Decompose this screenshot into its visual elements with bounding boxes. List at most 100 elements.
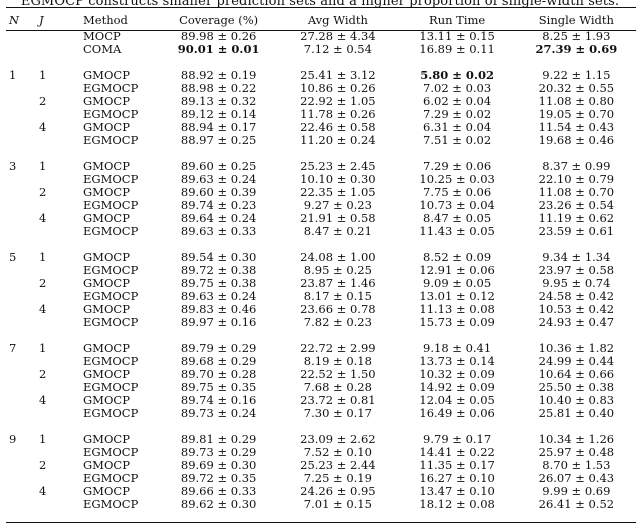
- cell-single-width: 26.07 ± 0.43: [538, 471, 615, 485]
- cell-coverage: 89.66 ± 0.33: [180, 484, 257, 498]
- cell-avg-width: 22.46 ± 0.58: [300, 120, 376, 134]
- cell-j: [37, 225, 83, 238]
- cell-n: [6, 225, 37, 238]
- cell-single-width: 11.08 ± 0.80: [538, 94, 615, 108]
- cell-run-time: 13.73 ± 0.14: [419, 354, 495, 368]
- cell-avg-width: 25.23 ± 2.44: [300, 458, 376, 472]
- cell-coverage: 89.64 ± 0.24: [180, 211, 257, 225]
- table-row: EGMOCP 89.63 ± 0.24 10.10 ± 0.30 10.25 ± 0.…: [6, 173, 636, 186]
- cell-n: [6, 121, 37, 134]
- cell-avg-width: 22.72 ± 2.99: [300, 341, 376, 355]
- cell-single-width: 25.50 ± 0.38: [538, 380, 615, 394]
- cell-run-time: 13.47 ± 0.10: [419, 484, 495, 498]
- cell-single-width: 10.64 ± 0.66: [538, 367, 615, 381]
- cell-method: GMOCP: [83, 393, 130, 407]
- cell-run-time: 16.27 ± 0.10: [419, 471, 495, 485]
- cell-run-time: 10.25 ± 0.03: [419, 172, 495, 186]
- cell-avg-width: 27.28 ± 4.34: [300, 29, 376, 43]
- cell-single-width: 22.10 ± 0.79: [538, 172, 615, 186]
- cell-j: [37, 43, 83, 56]
- cell-run-time: 10.73 ± 0.04: [419, 198, 495, 212]
- cell-avg-width: 9.27 ± 0.23: [303, 198, 372, 212]
- cell-n: [6, 498, 37, 511]
- cell-method: GMOCP: [83, 185, 130, 199]
- cell-n: 5: [9, 250, 17, 264]
- cell-single-width: 19.05 ± 0.70: [538, 107, 615, 121]
- cell-method: GMOCP: [83, 276, 130, 290]
- cell-coverage: 89.75 ± 0.35: [180, 380, 257, 394]
- cell-n: [6, 459, 37, 472]
- cell-single-width: 24.99 ± 0.44: [538, 354, 615, 368]
- cell-single-width: 10.53 ± 0.42: [538, 302, 615, 316]
- table-row: EGMOCP 89.72 ± 0.38 8.95 ± 0.25 12.91 ± 0.0…: [6, 264, 636, 277]
- table-row: EGMOCP 89.72 ± 0.35 7.25 ± 0.19 16.27 ± 0.1…: [6, 472, 636, 485]
- cell-avg-width: 7.12 ± 0.54: [303, 42, 372, 56]
- cell-coverage: 89.98 ± 0.26: [180, 29, 257, 43]
- table-row: EGMOCP 89.74 ± 0.23 9.27 ± 0.23 10.73 ± 0.0…: [6, 199, 636, 212]
- cell-coverage: 89.60 ± 0.25: [180, 159, 257, 173]
- cell-coverage: 89.69 ± 0.30: [180, 458, 257, 472]
- cell-method: GMOCP: [83, 484, 130, 498]
- cell-avg-width: 24.08 ± 1.00: [300, 250, 376, 264]
- cell-coverage: 89.74 ± 0.23: [180, 198, 257, 212]
- cell-method: EGMOCP: [83, 198, 139, 212]
- cell-avg-width: 10.86 ± 0.26: [300, 81, 376, 95]
- cell-coverage: 89.13 ± 0.32: [180, 94, 257, 108]
- cell-j: [37, 407, 83, 420]
- cell-single-width: 9.95 ± 0.74: [542, 276, 611, 290]
- table-row: 2 GMOCP 89.69 ± 0.30 25.23 ± 2.44 11.35 ± 0.…: [6, 459, 636, 472]
- table-row: COMA 90.01 ± 0.01 7.12 ± 0.54 16.89 ± 0.11 2…: [6, 43, 636, 56]
- cell-method: EGMOCP: [83, 354, 139, 368]
- cell-single-width: 8.70 ± 1.53: [542, 458, 611, 472]
- cell-j: 2: [39, 367, 47, 381]
- cell-n: [6, 394, 37, 407]
- cell-run-time: 6.31 ± 0.04: [423, 120, 492, 134]
- header-single-width: Single Width: [538, 12, 614, 27]
- table-row: EGMOCP 89.63 ± 0.24 8.17 ± 0.15 13.01 ± 0.1…: [6, 290, 636, 303]
- cell-n: [6, 446, 37, 459]
- cell-avg-width: 7.68 ± 0.28: [303, 380, 372, 394]
- cell-coverage: 89.54 ± 0.30: [180, 250, 257, 264]
- cell-n: [6, 108, 37, 121]
- table-body: MOCP 89.98 ± 0.26 27.28 ± 4.34 13.11 ± 0.15…: [6, 30, 636, 511]
- cell-coverage: 88.97 ± 0.25: [180, 133, 257, 147]
- cell-coverage: 89.97 ± 0.16: [180, 315, 257, 329]
- cell-method: EGMOCP: [83, 471, 139, 485]
- cell-n: [6, 277, 37, 290]
- cell-run-time: 13.01 ± 0.12: [419, 289, 495, 303]
- top-rule: [6, 7, 636, 8]
- cell-n: [6, 173, 37, 186]
- table-row: 4 GMOCP 89.64 ± 0.24 21.91 ± 0.58 8.47 ± 0.0…: [6, 212, 636, 225]
- cell-method: EGMOCP: [83, 81, 139, 95]
- cell-single-width: 8.25 ± 1.93: [542, 29, 611, 43]
- cell-n: 3: [9, 159, 17, 173]
- cell-avg-width: 22.35 ± 1.05: [300, 185, 376, 199]
- header-method: Method: [83, 12, 128, 27]
- cell-n: [6, 472, 37, 485]
- cell-method: EGMOCP: [83, 497, 139, 511]
- cell-j: 2: [39, 458, 47, 472]
- cell-single-width: 9.34 ± 1.34: [542, 250, 611, 264]
- cell-n: [6, 264, 37, 277]
- cell-n: [6, 199, 37, 212]
- cell-n: [6, 186, 37, 199]
- cell-method: GMOCP: [83, 302, 130, 316]
- cell-coverage: 89.81 ± 0.29: [180, 432, 257, 446]
- cell-method: MOCP: [83, 29, 121, 43]
- cell-j: 2: [39, 276, 47, 290]
- table-caption: EGMOCP constructs smaller prediction set…: [20, 0, 620, 9]
- table-row: EGMOCP 88.97 ± 0.25 11.20 ± 0.24 7.51 ± 0.0…: [6, 134, 636, 147]
- cell-avg-width: 23.72 ± 0.81: [300, 393, 376, 407]
- cell-run-time: 7.29 ± 0.02: [423, 107, 492, 121]
- cell-run-time: 12.04 ± 0.05: [419, 393, 495, 407]
- cell-method: EGMOCP: [83, 107, 139, 121]
- cell-single-width: 25.81 ± 0.40: [538, 406, 615, 420]
- cell-j: [37, 498, 83, 511]
- cell-avg-width: 23.09 ± 2.62: [300, 432, 376, 446]
- cell-avg-width: 23.87 ± 1.46: [300, 276, 376, 290]
- header-row: N J Method Coverage (%) Avg Width Run Ti…: [6, 9, 636, 30]
- table-row: 2 GMOCP 89.13 ± 0.32 22.92 ± 1.05 6.02 ± 0.0…: [6, 95, 636, 108]
- cell-coverage: 89.75 ± 0.38: [180, 276, 257, 290]
- cell-coverage: 89.73 ± 0.29: [180, 445, 257, 459]
- cell-j: 4: [39, 302, 47, 316]
